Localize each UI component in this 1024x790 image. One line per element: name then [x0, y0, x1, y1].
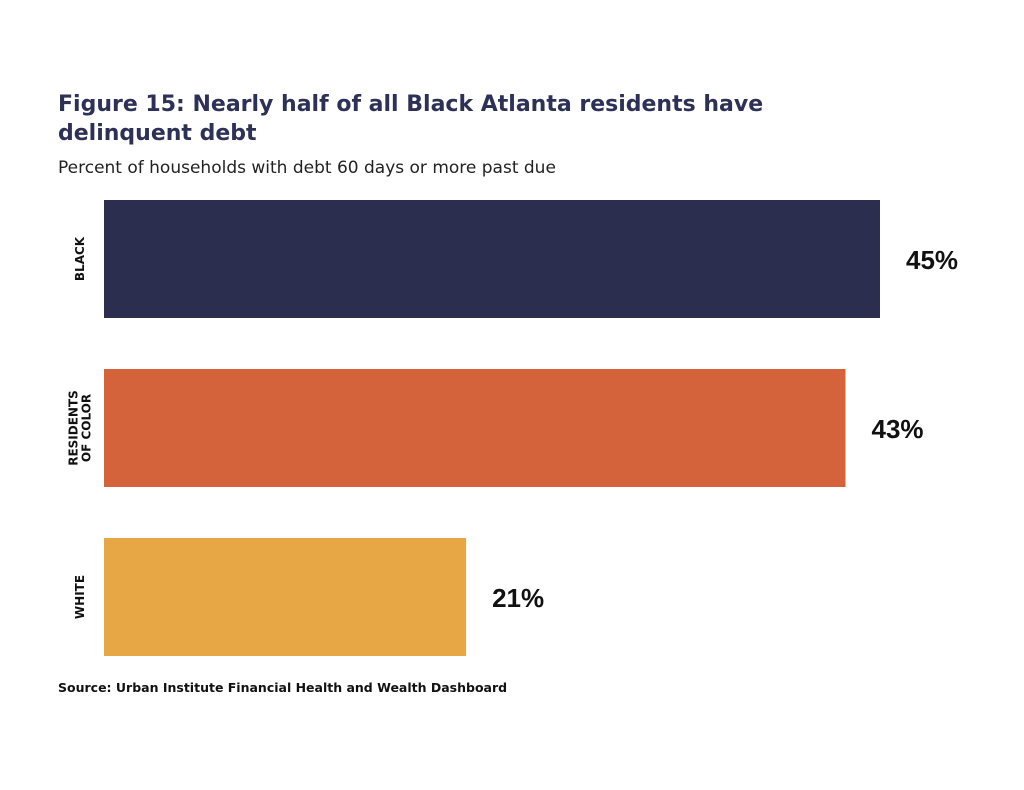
value-labels-layer: 45% 43% 21% [492, 245, 958, 613]
bar-1 [104, 369, 846, 487]
category-label-1-line-1: OF COLOR [80, 394, 94, 462]
chart-source: Source: Urban Institute Financial Health… [58, 680, 508, 695]
category-label-2: WHITE [73, 575, 87, 619]
bars-layer [104, 200, 880, 656]
category-label-2-line-0: WHITE [73, 575, 87, 619]
category-label-1: RESIDENTS OF COLOR [67, 390, 94, 466]
value-label-0: 45% [906, 245, 958, 275]
chart-subtitle: Percent of households with debt 60 days … [58, 158, 556, 178]
category-labels-layer: BLACK RESIDENTS OF COLOR WHITE [67, 236, 94, 619]
category-label-0: BLACK [73, 236, 87, 281]
bar-0 [104, 200, 880, 318]
value-label-1: 43% [872, 414, 924, 444]
value-label-2: 21% [492, 583, 544, 613]
category-label-0-line-0: BLACK [73, 236, 87, 281]
category-label-1-line-0: RESIDENTS [67, 390, 81, 466]
chart-title: Figure 15: Nearly half of all Black Atla… [58, 92, 764, 146]
bar-2 [104, 538, 467, 656]
